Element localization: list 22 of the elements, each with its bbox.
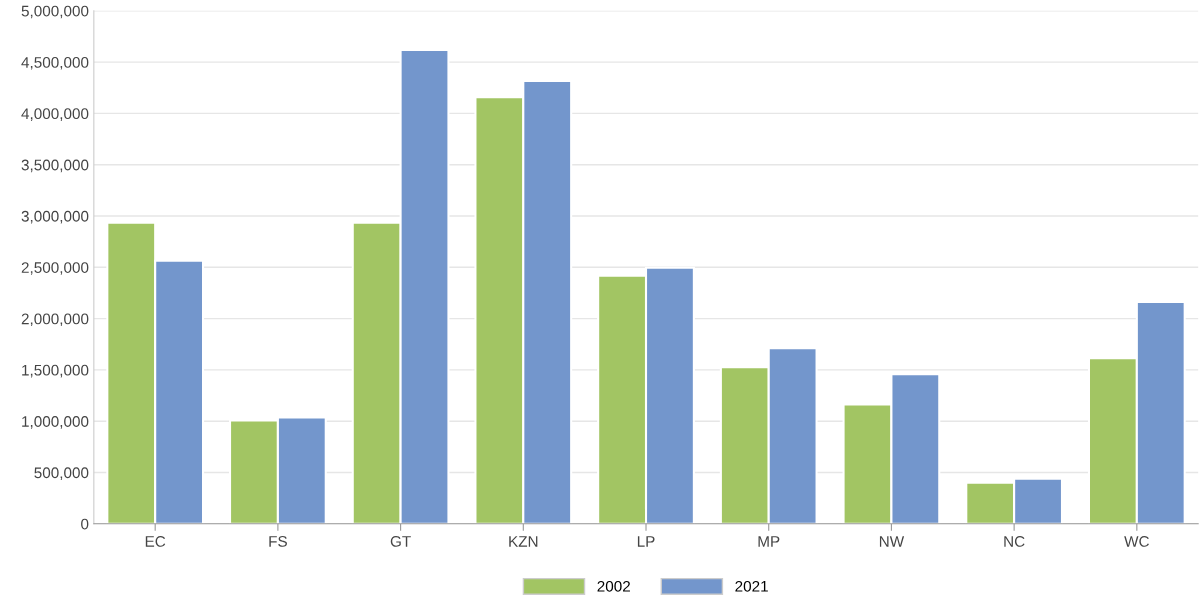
x-tick-label: KZN [509,536,538,547]
x-tick-label: NC [1004,536,1025,547]
legend-label: 2002 [597,580,630,592]
y-tick-label: 0 [81,518,89,530]
y-tick-label: 4,000,000 [21,108,89,121]
y-tick-label: 1,000,000 [22,416,89,429]
x-tick-label: WC [1124,536,1149,547]
y-tick-label: 500,000 [34,467,89,480]
y-tick-label: 2,500,000 [21,262,89,275]
x-tick-label: NW [879,536,905,547]
x-tick-label: FS [269,536,287,547]
y-tick-label: 3,500,000 [21,159,89,173]
y-tick-label: 4,500,000 [21,56,89,70]
legend-label: 2021 [735,580,768,592]
y-tick-label: 3,000,000 [21,210,89,224]
x-tick-label: MP [758,536,780,547]
x-tick-label: LP [637,536,655,547]
x-tick-label: EC [145,536,166,547]
y-tick-label: 1,500,000 [22,364,89,378]
x-tick-label: GT [390,536,411,547]
y-tick-label: 5,000,000 [21,5,89,19]
y-tick-label: 2,000,000 [21,313,89,327]
